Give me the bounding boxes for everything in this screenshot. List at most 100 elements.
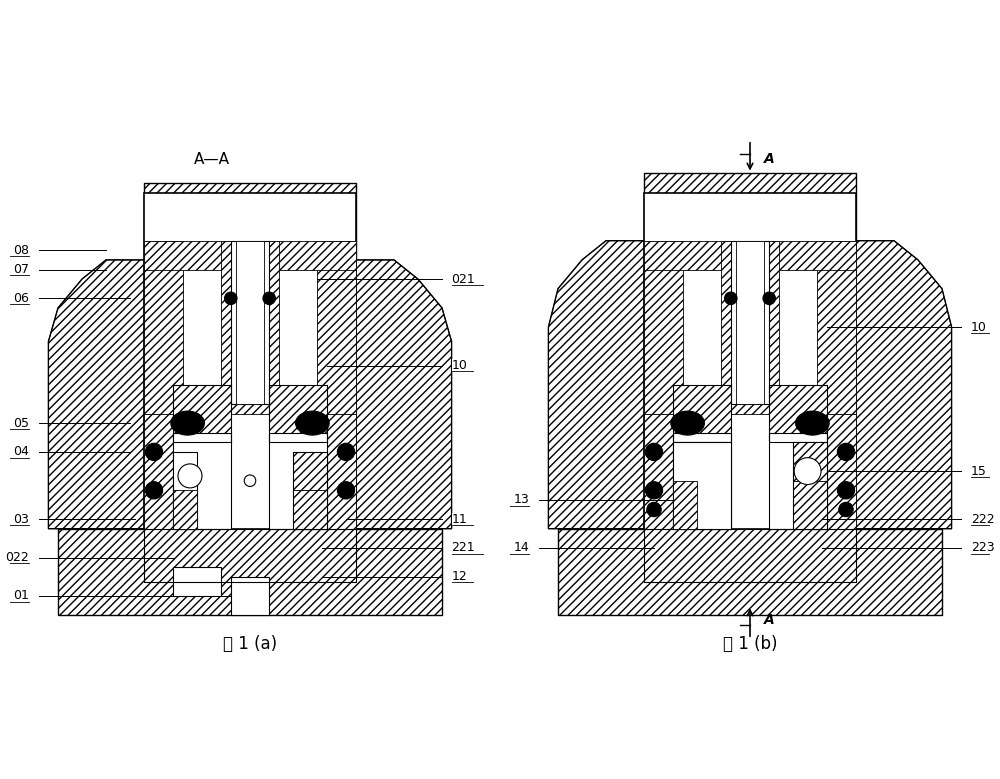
Circle shape — [837, 443, 855, 460]
Bar — [173, 490, 197, 529]
Text: 13: 13 — [513, 493, 529, 506]
Bar — [144, 183, 356, 260]
Text: 12: 12 — [452, 570, 467, 583]
Bar — [58, 529, 442, 615]
Bar — [173, 385, 231, 442]
Bar — [144, 529, 356, 581]
Text: 08: 08 — [13, 244, 29, 257]
Text: 221: 221 — [452, 541, 475, 555]
Circle shape — [225, 292, 237, 305]
Ellipse shape — [296, 411, 329, 435]
Circle shape — [337, 481, 355, 499]
Circle shape — [837, 481, 855, 499]
Bar — [144, 183, 356, 260]
Bar — [793, 481, 827, 529]
Bar — [317, 414, 356, 529]
Bar — [673, 442, 731, 529]
Text: A: A — [764, 613, 775, 627]
Bar — [231, 241, 269, 404]
Text: 222: 222 — [971, 513, 994, 526]
Bar — [269, 385, 327, 442]
Bar — [673, 385, 731, 442]
Text: A: A — [764, 152, 775, 166]
Bar — [173, 385, 231, 442]
Bar — [293, 490, 327, 529]
Circle shape — [763, 292, 775, 305]
Bar — [736, 241, 764, 404]
Bar — [793, 442, 827, 481]
Circle shape — [145, 481, 163, 499]
Bar — [293, 452, 327, 529]
Polygon shape — [356, 260, 452, 529]
Text: 021: 021 — [452, 273, 475, 286]
Bar — [173, 432, 231, 529]
Polygon shape — [856, 241, 952, 529]
Circle shape — [145, 443, 163, 460]
Ellipse shape — [171, 411, 204, 435]
Circle shape — [645, 443, 663, 460]
Bar — [58, 529, 442, 615]
Text: 07: 07 — [13, 263, 29, 276]
Bar — [269, 385, 327, 442]
Bar — [221, 241, 279, 414]
Bar — [173, 452, 197, 529]
Circle shape — [725, 292, 737, 305]
Bar — [144, 414, 183, 529]
Bar — [644, 241, 683, 414]
Bar — [769, 432, 827, 529]
Circle shape — [244, 475, 256, 486]
Text: 06: 06 — [13, 292, 29, 305]
Circle shape — [839, 502, 853, 516]
Text: 10: 10 — [452, 359, 467, 372]
Bar — [293, 452, 327, 490]
Text: 01: 01 — [13, 590, 29, 602]
Bar — [673, 481, 697, 529]
Bar — [644, 241, 856, 270]
Polygon shape — [548, 241, 644, 529]
Text: A—A: A—A — [194, 152, 230, 167]
Bar — [769, 385, 827, 442]
Bar — [673, 385, 731, 442]
Bar — [793, 442, 827, 529]
Text: 10: 10 — [971, 321, 987, 333]
Bar — [644, 174, 856, 241]
Bar — [236, 241, 264, 404]
Bar — [673, 432, 731, 529]
Bar — [144, 192, 356, 529]
Bar — [644, 414, 683, 529]
Bar — [721, 241, 779, 414]
Bar — [144, 529, 356, 581]
Ellipse shape — [671, 411, 704, 435]
Bar — [269, 432, 327, 529]
Bar — [173, 567, 221, 596]
Bar — [769, 385, 827, 442]
Bar — [317, 241, 356, 414]
Circle shape — [645, 481, 663, 499]
Bar — [644, 529, 856, 581]
Text: 05: 05 — [13, 417, 29, 429]
Text: 04: 04 — [13, 446, 29, 458]
Bar — [644, 529, 856, 581]
Bar — [144, 241, 183, 414]
Text: 11: 11 — [452, 513, 467, 526]
Text: 03: 03 — [13, 513, 29, 526]
Text: 223: 223 — [971, 541, 994, 555]
Bar — [817, 414, 856, 529]
Circle shape — [647, 502, 661, 516]
Bar — [817, 241, 856, 414]
Bar — [558, 529, 942, 615]
Bar — [558, 529, 942, 615]
Bar — [231, 576, 269, 615]
Text: 15: 15 — [971, 464, 987, 478]
Bar — [644, 174, 856, 241]
Bar — [731, 241, 769, 404]
Text: 022: 022 — [5, 551, 29, 564]
Bar — [644, 192, 856, 529]
Circle shape — [337, 443, 355, 460]
Polygon shape — [48, 260, 144, 529]
Circle shape — [794, 457, 821, 485]
Bar — [144, 241, 356, 270]
Circle shape — [263, 292, 275, 305]
Text: 图 1 (b): 图 1 (b) — [723, 635, 777, 653]
Text: 图 1 (a): 图 1 (a) — [223, 635, 277, 653]
